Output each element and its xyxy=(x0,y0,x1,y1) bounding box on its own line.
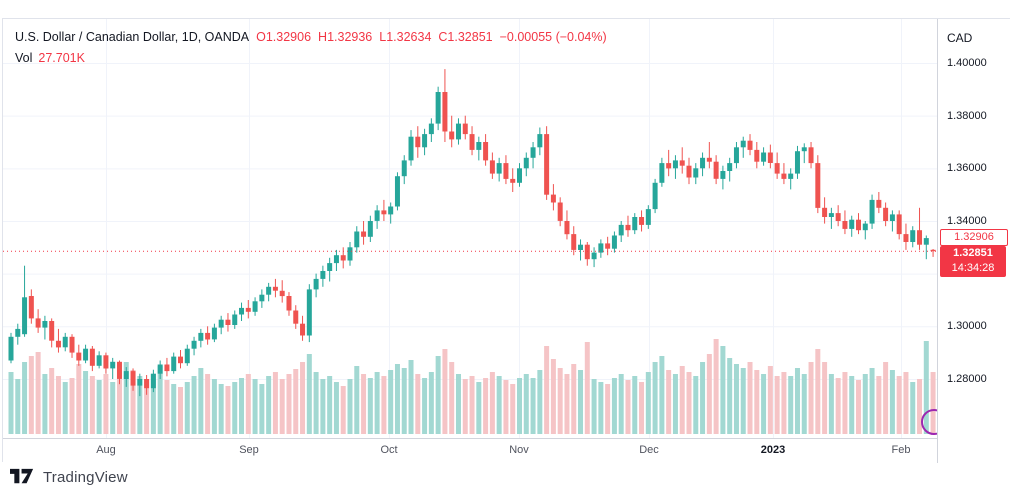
ohlc-change: −0.00055 (−0.04%) xyxy=(499,30,607,44)
chart-plot-area[interactable] xyxy=(3,19,947,438)
time-axis-label: Sep xyxy=(239,444,259,456)
time-axis-label: Aug xyxy=(96,444,116,456)
open-price-badge: 1.32906 xyxy=(940,229,1008,246)
price-axis-label: 1.30000 xyxy=(947,320,987,333)
ohlc-close: C1.32851 xyxy=(438,30,493,44)
countdown-timer: 14:34:28 xyxy=(951,262,995,274)
currency-label: CAD xyxy=(947,31,973,45)
symbol-legend: U.S. Dollar / Canadian Dollar, 1D, OANDA… xyxy=(15,27,607,69)
ohlc-open: O1.32906 xyxy=(256,30,312,44)
price-axis[interactable]: CAD 1.400001.380001.360001.340001.320001… xyxy=(937,19,1010,463)
time-axis-label: Nov xyxy=(509,444,529,456)
tradingview-logo[interactable]: TradingView xyxy=(10,468,128,487)
last-price-badge: 1.32851 14:34:28 xyxy=(940,246,1006,277)
price-axis-label: 1.40000 xyxy=(947,57,987,69)
ohlc-high: H1.32936 xyxy=(318,30,373,44)
ohlc-low: L1.32634 xyxy=(379,30,432,44)
chart-panel: U.S. Dollar / Canadian Dollar, 1D, OANDA… xyxy=(2,18,1010,463)
candlestick-series xyxy=(8,69,936,397)
time-axis-label: Dec xyxy=(639,444,659,456)
price-axis-label: 1.34000 xyxy=(947,214,987,227)
chart-canvas[interactable] xyxy=(3,19,947,438)
last-price-value: 1.32851 xyxy=(953,247,993,259)
time-axis[interactable]: Aug Sep Oct Nov Dec 2023 Feb xyxy=(3,438,937,463)
time-axis-label: Feb xyxy=(891,444,911,456)
tradingview-logo-text: TradingView xyxy=(43,469,128,486)
tradingview-logo-icon xyxy=(10,468,34,484)
price-axis-label: 1.38000 xyxy=(947,109,987,122)
volume-series xyxy=(8,339,936,434)
volume-label: Vol xyxy=(15,51,33,65)
time-axis-label: 2023 xyxy=(760,444,786,456)
time-axis-label: Oct xyxy=(380,444,398,456)
symbol-title[interactable]: U.S. Dollar / Canadian Dollar, 1D, OANDA xyxy=(15,30,250,44)
volume-value: 27.701K xyxy=(38,51,85,65)
price-axis-label: 1.36000 xyxy=(947,162,987,175)
price-axis-label: 1.28000 xyxy=(947,372,987,385)
